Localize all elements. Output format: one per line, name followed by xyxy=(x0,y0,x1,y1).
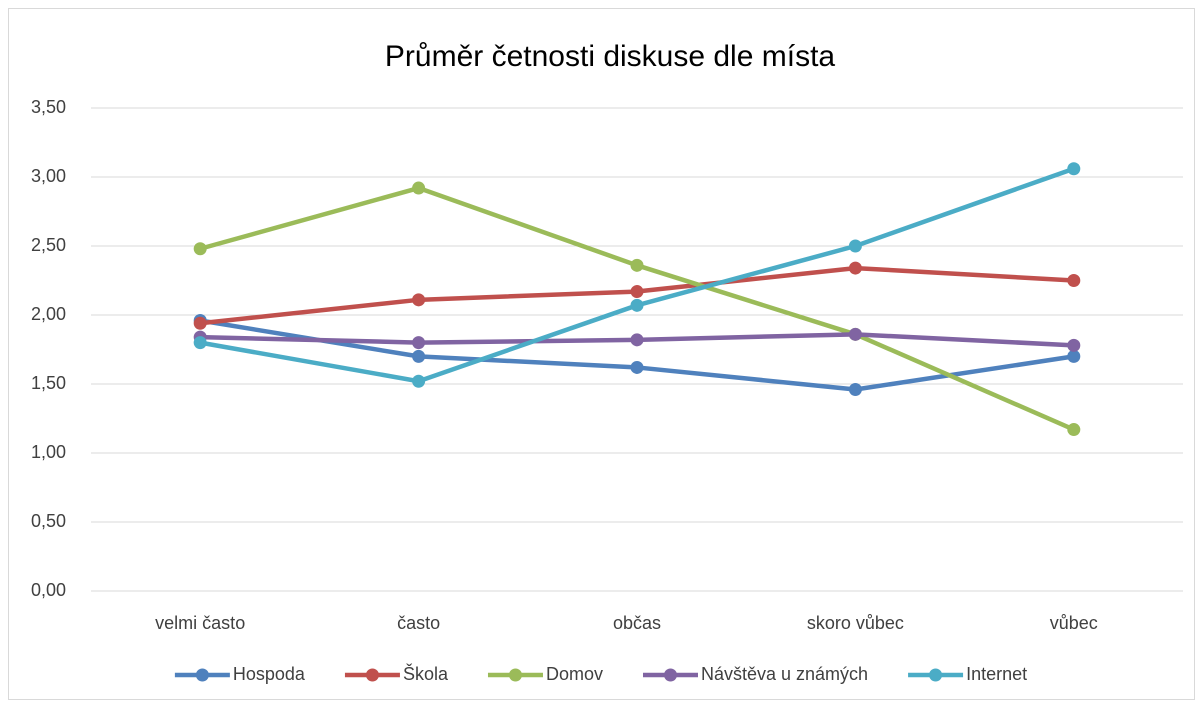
y-tick-label: 3,00 xyxy=(31,166,66,186)
data-point xyxy=(412,349,426,363)
data-point xyxy=(848,261,862,275)
data-point xyxy=(1067,349,1081,363)
data-point xyxy=(193,316,207,330)
chart-title: Průměr četnosti diskuse dle místa xyxy=(385,40,835,73)
y-tick-label: 0,00 xyxy=(31,580,66,600)
legend-label: Hospoda xyxy=(233,664,306,684)
y-tick-label: 1,00 xyxy=(31,442,66,462)
data-point xyxy=(412,374,426,388)
data-point xyxy=(1067,338,1081,352)
data-point xyxy=(412,293,426,307)
legend-label: Návštěva u známých xyxy=(701,664,868,684)
legend-marker xyxy=(929,668,943,682)
legend-marker xyxy=(508,668,522,682)
legend-marker xyxy=(663,668,677,682)
legend-marker xyxy=(195,668,209,682)
data-point xyxy=(630,298,644,312)
legend-label: Škola xyxy=(403,663,449,684)
x-tick-label: vůbec xyxy=(1050,613,1098,633)
data-point xyxy=(1067,162,1081,176)
legend-marker xyxy=(365,668,379,682)
x-tick-label: občas xyxy=(613,613,661,633)
legend-label: Internet xyxy=(966,664,1027,684)
data-point xyxy=(848,327,862,341)
y-tick-label: 3,50 xyxy=(31,97,66,117)
legend-label: Domov xyxy=(546,664,603,684)
data-point xyxy=(630,285,644,299)
y-tick-label: 0,50 xyxy=(31,511,66,531)
chart-frame xyxy=(8,8,1195,700)
data-point xyxy=(412,336,426,350)
data-point xyxy=(193,242,207,256)
data-point xyxy=(412,181,426,195)
legend: Hospoda Škola Domov Návštěva u známých Inter… xyxy=(174,663,1027,684)
data-point xyxy=(630,360,644,374)
data-point xyxy=(630,258,644,272)
x-tick-label: velmi často xyxy=(155,613,245,633)
x-tick-label: skoro vůbec xyxy=(807,613,904,633)
y-tick-label: 1,50 xyxy=(31,373,66,393)
data-point xyxy=(1067,423,1081,437)
x-tick-label: často xyxy=(397,613,440,633)
y-tick-label: 2,00 xyxy=(31,304,66,324)
data-point xyxy=(848,239,862,253)
y-tick-label: 2,50 xyxy=(31,235,66,255)
data-point xyxy=(848,383,862,397)
data-point xyxy=(1067,274,1081,287)
data-point xyxy=(193,336,207,350)
data-point xyxy=(630,333,644,347)
